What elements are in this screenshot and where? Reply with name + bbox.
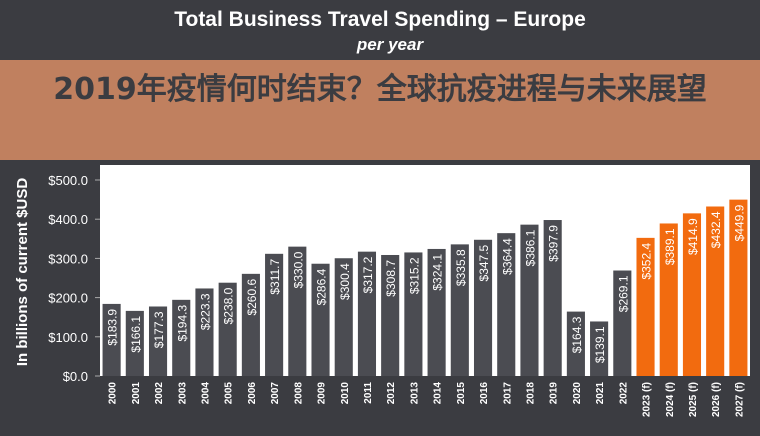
data-label: $177.3 bbox=[152, 311, 166, 348]
x-tick-label: 2014 bbox=[433, 382, 444, 405]
bar-2012 bbox=[381, 254, 400, 376]
data-label: $397.9 bbox=[547, 225, 561, 262]
x-tick-label: 2025 (f) bbox=[688, 382, 699, 417]
data-label: $386.1 bbox=[523, 229, 537, 266]
x-tick-label: 2024 (f) bbox=[665, 382, 676, 417]
bar-2004 bbox=[195, 288, 214, 376]
data-label: $286.4 bbox=[315, 268, 329, 305]
data-label: $389.1 bbox=[663, 228, 677, 265]
bar-2020 bbox=[566, 311, 585, 376]
data-label: $414.9 bbox=[686, 218, 700, 255]
y-tick-label: $500.0 bbox=[48, 173, 88, 188]
y-axis-label: In billions of current $USD bbox=[14, 178, 31, 367]
bar-2013 bbox=[404, 252, 423, 376]
x-tick-label: 2020 bbox=[572, 382, 583, 405]
x-tick-label: 2011 bbox=[363, 382, 374, 404]
data-label: $347.5 bbox=[477, 244, 491, 281]
data-label: $238.0 bbox=[222, 287, 236, 324]
y-tick-label: $100.0 bbox=[48, 330, 88, 345]
bar-2017 bbox=[497, 233, 516, 376]
bar-2009 bbox=[311, 263, 330, 376]
y-tick-label: $400.0 bbox=[48, 212, 88, 227]
bar-2008 bbox=[288, 246, 307, 376]
x-tick-label: 2012 bbox=[386, 382, 397, 405]
data-label: $311.7 bbox=[268, 258, 282, 294]
bar-2024f bbox=[659, 223, 678, 376]
data-label: $260.6 bbox=[245, 279, 259, 316]
data-label: $183.9 bbox=[106, 309, 120, 346]
x-tick-label: 2027 (f) bbox=[734, 382, 745, 417]
data-label: $432.4 bbox=[709, 211, 723, 248]
y-tick-label: $200.0 bbox=[48, 291, 88, 306]
x-tick-label: 2018 bbox=[525, 382, 536, 405]
x-tick-label: 2017 bbox=[502, 382, 513, 405]
bar-2002 bbox=[148, 306, 168, 376]
x-tick-label: 2026 (f) bbox=[711, 382, 722, 417]
x-tick-label: 2008 bbox=[293, 382, 304, 405]
x-tick-label: 2019 bbox=[549, 382, 560, 405]
x-tick-label: 2002 bbox=[154, 382, 165, 405]
data-label: $164.3 bbox=[570, 316, 584, 353]
bar-2007 bbox=[265, 253, 284, 376]
bar-2003 bbox=[172, 299, 191, 376]
data-label: $223.3 bbox=[198, 293, 212, 330]
data-label: $449.9 bbox=[732, 204, 746, 241]
chart-subtitle: per year bbox=[356, 35, 424, 54]
x-tick-label: 2015 bbox=[456, 382, 467, 405]
x-tick-label: 2010 bbox=[340, 382, 351, 405]
y-tick-label: $0.0 bbox=[63, 369, 88, 384]
bar-2027f bbox=[729, 199, 748, 376]
data-label: $352.4 bbox=[640, 243, 654, 280]
overlay-banner: 2019年疫情何时结束？全球抗疫进程与未来展望 bbox=[0, 60, 760, 160]
data-label: $335.8 bbox=[454, 249, 468, 286]
bar-2023f bbox=[636, 237, 655, 376]
x-tick-label: 2013 bbox=[409, 382, 420, 405]
bar-2022 bbox=[613, 270, 632, 376]
x-tick-label: 2007 bbox=[270, 382, 281, 405]
bar-2011 bbox=[357, 251, 377, 376]
chart-title: Total Business Travel Spending – Europe bbox=[174, 8, 586, 31]
bar-2025f bbox=[682, 213, 702, 376]
x-tick-label: 2009 bbox=[317, 382, 328, 405]
bar-2014 bbox=[427, 248, 446, 376]
data-label: $330.0 bbox=[291, 251, 305, 288]
data-label: $269.1 bbox=[616, 275, 630, 312]
bar-2019 bbox=[543, 220, 562, 376]
bar-2006 bbox=[241, 273, 260, 376]
x-tick-label: 2004 bbox=[200, 382, 211, 405]
x-tick-label: 2023 (f) bbox=[642, 382, 653, 417]
x-tick-label: 2022 bbox=[618, 382, 629, 405]
y-tick-label: $300.0 bbox=[48, 251, 88, 266]
bar-2021 bbox=[590, 321, 609, 376]
data-label: $139.1 bbox=[593, 326, 607, 363]
x-tick-label: 2021 bbox=[595, 382, 606, 405]
data-label: $324.1 bbox=[431, 254, 445, 291]
data-label: $300.4 bbox=[338, 263, 352, 300]
bar-2026f bbox=[706, 206, 725, 376]
bar-2000 bbox=[102, 303, 121, 376]
bar-2001 bbox=[125, 310, 144, 376]
bar-2015 bbox=[450, 244, 469, 376]
x-tick-label: 2016 bbox=[479, 382, 490, 405]
data-label: $317.2 bbox=[361, 256, 375, 293]
data-label: $364.4 bbox=[500, 238, 514, 275]
data-label: $166.1 bbox=[129, 316, 143, 353]
bar-2016 bbox=[473, 239, 493, 376]
bar-2010 bbox=[334, 258, 353, 376]
data-label: $194.3 bbox=[175, 305, 189, 342]
x-tick-label: 2000 bbox=[108, 382, 119, 405]
data-label: $308.7 bbox=[384, 260, 398, 297]
bar-2005 bbox=[218, 282, 237, 376]
data-label: $315.2 bbox=[407, 257, 421, 294]
x-tick-label: 2003 bbox=[177, 382, 188, 405]
x-tick-label: 2005 bbox=[224, 382, 235, 405]
x-tick-label: 2006 bbox=[247, 382, 258, 405]
bar-2018 bbox=[520, 224, 539, 376]
x-tick-label: 2001 bbox=[131, 382, 142, 405]
